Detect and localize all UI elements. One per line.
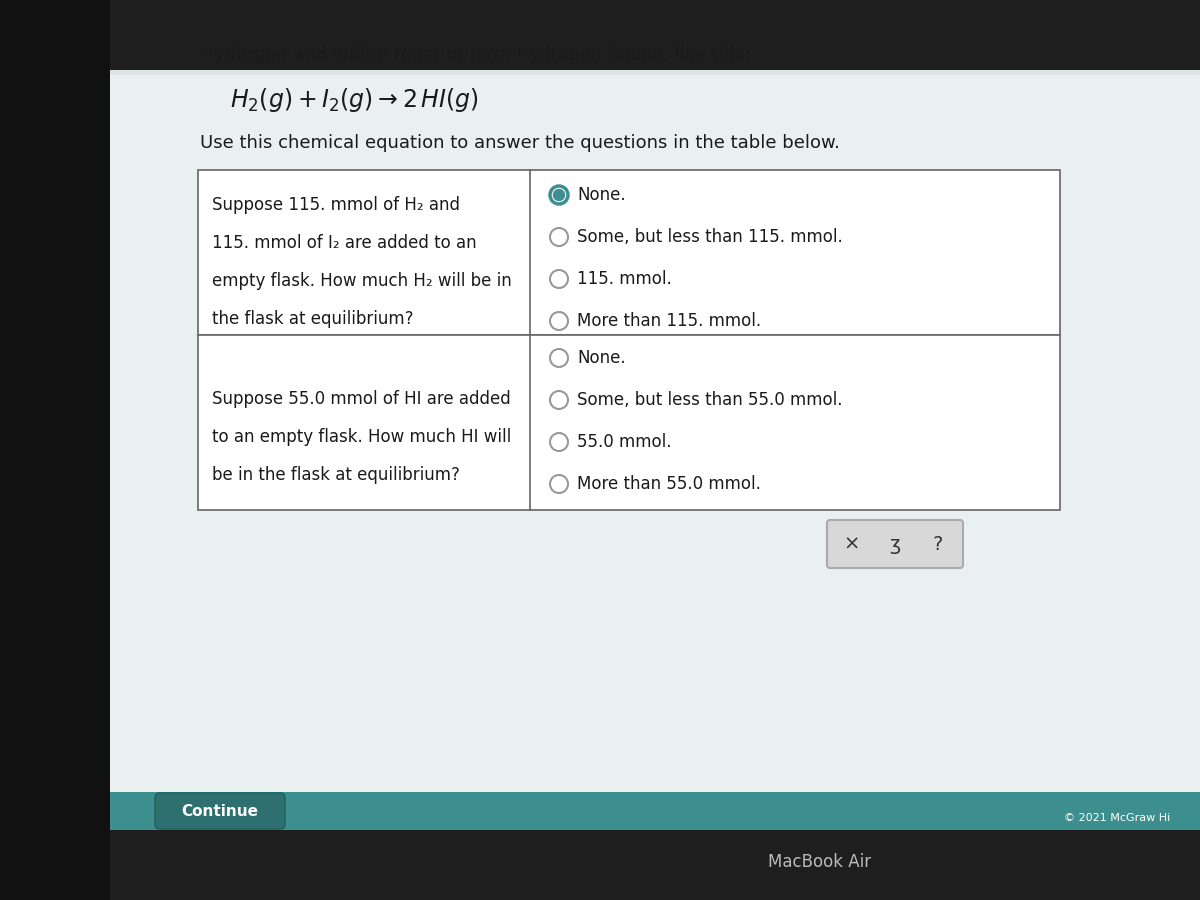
FancyBboxPatch shape	[155, 793, 286, 829]
Circle shape	[550, 228, 568, 246]
Text: Use this chemical equation to answer the questions in the table below.: Use this chemical equation to answer the…	[200, 134, 840, 152]
Text: More than 115. mmol.: More than 115. mmol.	[577, 312, 761, 330]
Text: $H_2(g)+I_2(g) \rightarrow 2\,HI(g)$: $H_2(g)+I_2(g) \rightarrow 2\,HI(g)$	[230, 86, 479, 114]
Text: ?: ?	[932, 535, 943, 554]
Bar	[110, 70, 1200, 830]
Text: Suppose 115. mmol of H₂ and: Suppose 115. mmol of H₂ and	[212, 196, 460, 214]
Text: © 2021 McGraw Hi: © 2021 McGraw Hi	[1063, 813, 1170, 823]
Text: empty flask. How much H₂ will be in: empty flask. How much H₂ will be in	[212, 272, 511, 290]
Text: Hydrogen and iodine react to form hydrogen iodide, like this:: Hydrogen and iodine react to form hydrog…	[200, 46, 751, 64]
Circle shape	[550, 186, 568, 204]
Circle shape	[550, 349, 568, 367]
FancyBboxPatch shape	[827, 520, 964, 568]
Circle shape	[550, 391, 568, 409]
Text: None.: None.	[577, 349, 625, 367]
Text: None.: None.	[577, 186, 625, 204]
Text: More than 55.0 mmol.: More than 55.0 mmol.	[577, 475, 761, 493]
Text: be in the flask at equilibrium?: be in the flask at equilibrium?	[212, 466, 460, 484]
Circle shape	[553, 190, 564, 201]
Text: to an empty flask. How much HI will: to an empty flask. How much HI will	[212, 428, 511, 446]
Text: Continue: Continue	[181, 804, 258, 818]
Bar	[110, 792, 1200, 830]
Text: Suppose 55.0 mmol of HI are added: Suppose 55.0 mmol of HI are added	[212, 390, 511, 408]
Text: the flask at equilibrium?: the flask at equilibrium?	[212, 310, 414, 328]
Bar	[198, 335, 1060, 510]
Circle shape	[550, 433, 568, 451]
Text: Some, but less than 115. mmol.: Some, but less than 115. mmol.	[577, 228, 842, 246]
Bar	[110, 75, 1200, 795]
Text: 115. mmol of I₂ are added to an: 115. mmol of I₂ are added to an	[212, 234, 476, 252]
Circle shape	[550, 270, 568, 288]
Text: ʒ: ʒ	[889, 535, 901, 554]
Text: MacBook Air: MacBook Air	[768, 853, 871, 871]
Text: 55.0 mmol.: 55.0 mmol.	[577, 433, 672, 451]
Bar	[0, 0, 110, 900]
Circle shape	[550, 312, 568, 330]
Bar	[198, 170, 1060, 335]
Text: ×: ×	[844, 535, 860, 554]
Text: 115. mmol.: 115. mmol.	[577, 270, 672, 288]
Text: Some, but less than 55.0 mmol.: Some, but less than 55.0 mmol.	[577, 391, 842, 409]
Circle shape	[550, 475, 568, 493]
